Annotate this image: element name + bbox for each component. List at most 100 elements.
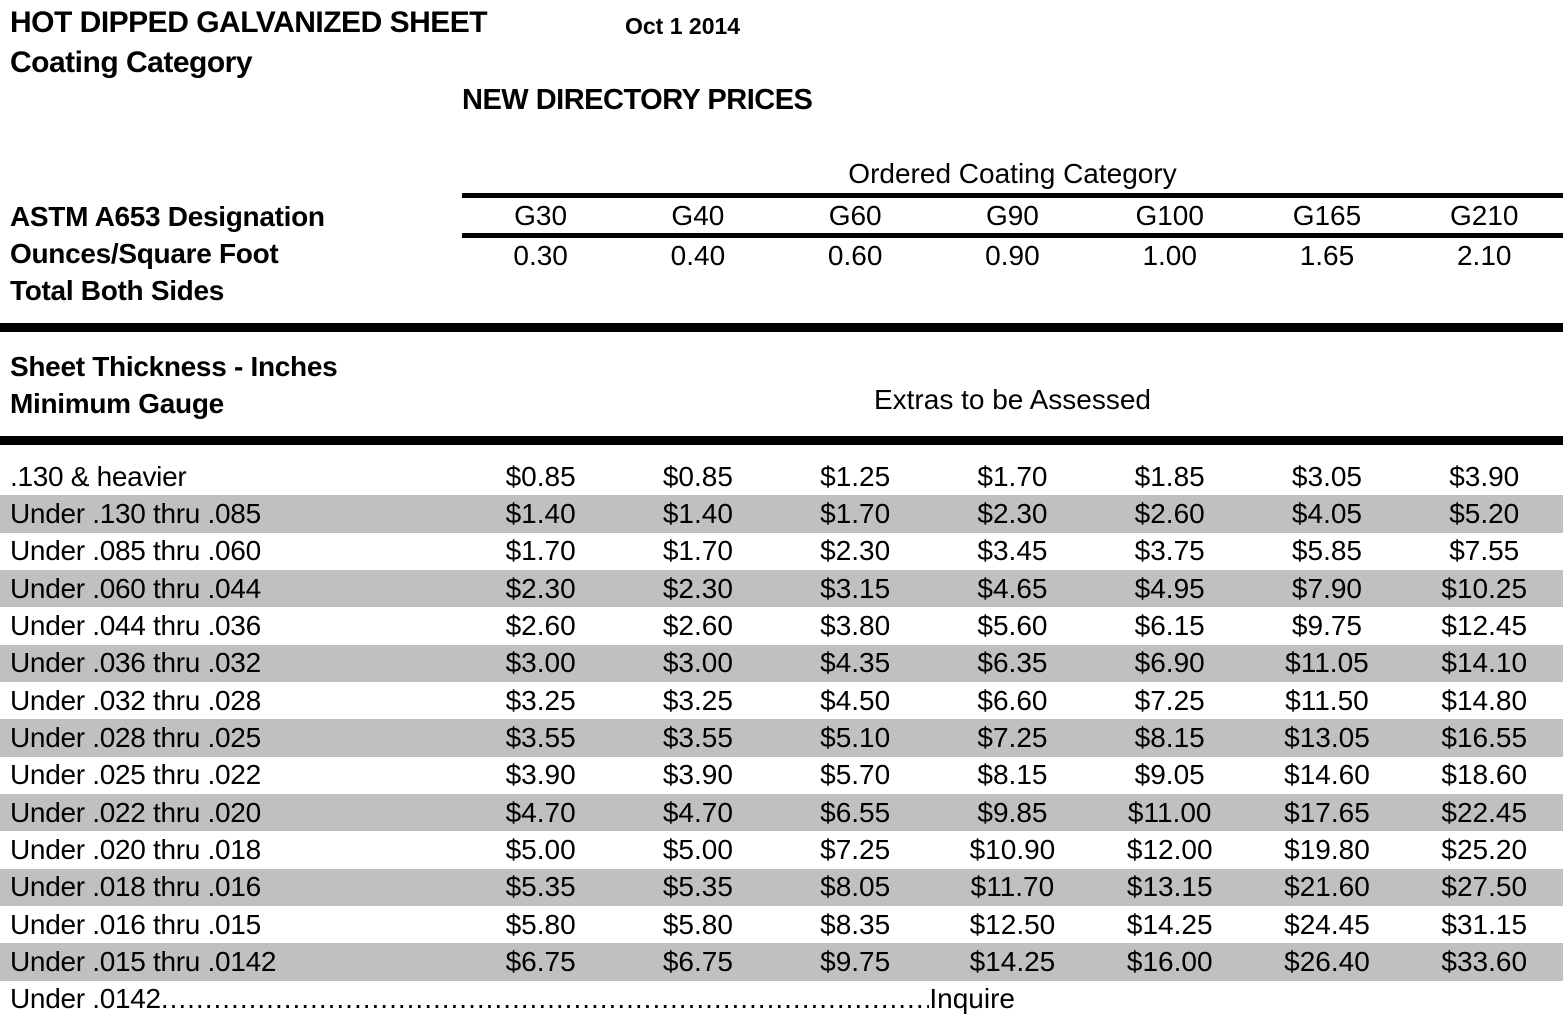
extras-to-be-assessed-header: Extras to be Assessed <box>873 384 1152 415</box>
price-cell: $22.45 <box>1441 796 1528 828</box>
ordered-coating-category-header: Ordered Coating Category <box>848 158 1177 189</box>
price-cell: $21.60 <box>1284 871 1370 903</box>
coating-category-cell: G210 <box>1449 199 1519 231</box>
coating-category-cell: G165 <box>1292 199 1362 231</box>
price-cell: $7.90 <box>1291 572 1362 604</box>
price-cell: $5.85 <box>1291 535 1362 567</box>
price-cell: $7.55 <box>1449 535 1520 567</box>
row-label: Under .018 thru .016 <box>10 871 261 903</box>
table-row: Under .032 thru .028 $3.25 $3.25 $4.50 $6.60… <box>0 682 1563 719</box>
price-cell: $11.00 <box>1127 796 1212 828</box>
coating-category-cell: G100 <box>1135 199 1204 231</box>
price-cell: $31.15 <box>1441 908 1528 940</box>
row-label: .130 & heavier <box>10 460 187 492</box>
price-cell: $19.80 <box>1284 834 1370 866</box>
minimum-gauge-label: Minimum Gauge <box>10 388 224 419</box>
table-row: Under .016 thru .015 $5.80 $5.80 $8.35 $12.5… <box>0 906 1563 943</box>
price-cell: $3.15 <box>820 572 891 604</box>
price-cell: $16.55 <box>1441 722 1528 754</box>
price-cell: $3.55 <box>505 722 576 754</box>
price-cell: $6.35 <box>977 647 1048 679</box>
price-cell: $6.75 <box>662 946 733 978</box>
price-cell: $2.30 <box>662 572 733 604</box>
price-cell: $3.55 <box>662 722 733 754</box>
price-cell: $2.60 <box>1134 498 1205 530</box>
coating-category-cell: G90 <box>985 199 1039 231</box>
ounces-values-row: 0.30 0.40 0.60 0.90 1.00 1.65 2.10 <box>462 238 1563 273</box>
price-cell: $7.25 <box>1134 684 1205 716</box>
price-cell: $33.60 <box>1441 946 1528 978</box>
row-label: Under .025 thru .022 <box>10 759 261 791</box>
price-cell: $13.05 <box>1284 722 1370 754</box>
price-cell: $14.25 <box>1126 908 1213 940</box>
coating-category-cell: G60 <box>828 199 882 231</box>
ounces-value-cell: 0.30 <box>513 239 568 271</box>
price-cell: $5.35 <box>662 871 733 903</box>
price-cell: $10.25 <box>1441 572 1528 604</box>
table-row: Under .022 thru .020 $4.70 $4.70 $6.55 $9.85… <box>0 794 1563 832</box>
price-cell: $5.80 <box>505 908 576 940</box>
price-cell: $1.70 <box>820 498 891 530</box>
price-cell: $6.75 <box>505 946 576 978</box>
ounces-value-cell: 2.10 <box>1456 239 1512 271</box>
ounces-per-sqft-label: Ounces/Square Foot <box>10 238 279 269</box>
price-cell: $7.25 <box>820 834 891 866</box>
price-cell: $17.65 <box>1284 796 1370 828</box>
price-cell: $3.25 <box>662 684 733 716</box>
price-cell: $7.25 <box>977 722 1048 754</box>
price-cell: $8.35 <box>820 908 891 940</box>
inquire-value: Inquire <box>929 983 1015 1014</box>
price-cell: $1.40 <box>662 498 733 530</box>
price-cell: $9.75 <box>1291 610 1362 642</box>
extras-price-table: .130 & heavier $0.85 $0.85 $1.25 $1.70 $1.85 $… <box>0 458 1563 981</box>
price-cell: $5.00 <box>505 834 576 866</box>
effective-date: Oct 1 2014 <box>625 13 741 39</box>
price-cell: $16.00 <box>1126 946 1213 978</box>
price-cell: $27.50 <box>1441 871 1528 903</box>
astm-designation-label: ASTM A653 Designation <box>10 201 325 232</box>
extras-left-header: Sheet Thickness - Inches Minimum Gauge <box>10 348 338 422</box>
price-cell: $2.60 <box>505 610 576 642</box>
price-cell: $11.70 <box>970 871 1055 903</box>
table-row: Under .130 thru .085 $1.40 $1.40 $1.70 $2.30… <box>0 495 1563 533</box>
price-cell: $1.25 <box>820 460 891 492</box>
table-row: Under .015 thru .0142 $6.75 $6.75 $9.75 $14.… <box>0 943 1563 981</box>
price-cell: $2.30 <box>820 535 891 567</box>
price-cell: $6.15 <box>1134 610 1205 642</box>
table-row: Under .018 thru .016 $5.35 $5.35 $8.05 $11.7… <box>0 868 1563 907</box>
row-label: Under .044 thru .036 <box>10 610 261 642</box>
price-cell: $12.00 <box>1126 834 1213 866</box>
divider-section-top <box>0 323 1563 332</box>
price-cell: $1.70 <box>662 535 733 567</box>
table-row: .130 & heavier $0.85 $0.85 $1.25 $1.70 $1.85 $… <box>0 458 1563 495</box>
inquire-line: Under .0142 ............................… <box>0 983 1015 1015</box>
row-label: Under .020 thru .018 <box>10 834 261 866</box>
row-label: Under .060 thru .044 <box>10 572 261 604</box>
price-cell: $3.05 <box>1291 460 1362 492</box>
price-cell: $3.75 <box>1134 535 1205 567</box>
price-cell: $26.40 <box>1284 946 1370 978</box>
price-cell: $5.80 <box>662 908 733 940</box>
table-row: Under .028 thru .025 $3.55 $3.55 $5.10 $7.25… <box>0 719 1563 757</box>
price-cell: $9.05 <box>1134 759 1205 791</box>
table-row: Under .036 thru .032 $3.00 $3.00 $4.35 $6.35… <box>0 644 1563 683</box>
price-cell: $18.60 <box>1441 759 1528 791</box>
row-label: Under .130 thru .085 <box>10 498 261 530</box>
price-cell: $4.70 <box>662 796 733 828</box>
price-cell: $8.15 <box>1134 722 1205 754</box>
price-cell: $25.20 <box>1441 834 1528 866</box>
ounces-value-cell: 1.00 <box>1142 239 1197 271</box>
price-cell: $11.05 <box>1285 647 1369 679</box>
price-cell: $5.60 <box>977 610 1048 642</box>
price-cell: $10.90 <box>969 834 1056 866</box>
table-row: Under .020 thru .018 $5.00 $5.00 $7.25 $10.9… <box>0 831 1563 868</box>
price-cell: $3.80 <box>820 610 891 642</box>
price-cell: $6.55 <box>820 796 891 828</box>
price-cell: $3.45 <box>977 535 1048 567</box>
table-row: Under .044 thru .036 $2.60 $2.60 $3.80 $5.60… <box>0 607 1563 644</box>
coating-category-cell: G30 <box>514 199 568 231</box>
price-cell: $1.40 <box>505 498 576 530</box>
price-cell: $5.35 <box>505 871 576 903</box>
page-subtitle: Coating Category <box>10 46 253 79</box>
price-cell: $12.45 <box>1441 610 1528 642</box>
